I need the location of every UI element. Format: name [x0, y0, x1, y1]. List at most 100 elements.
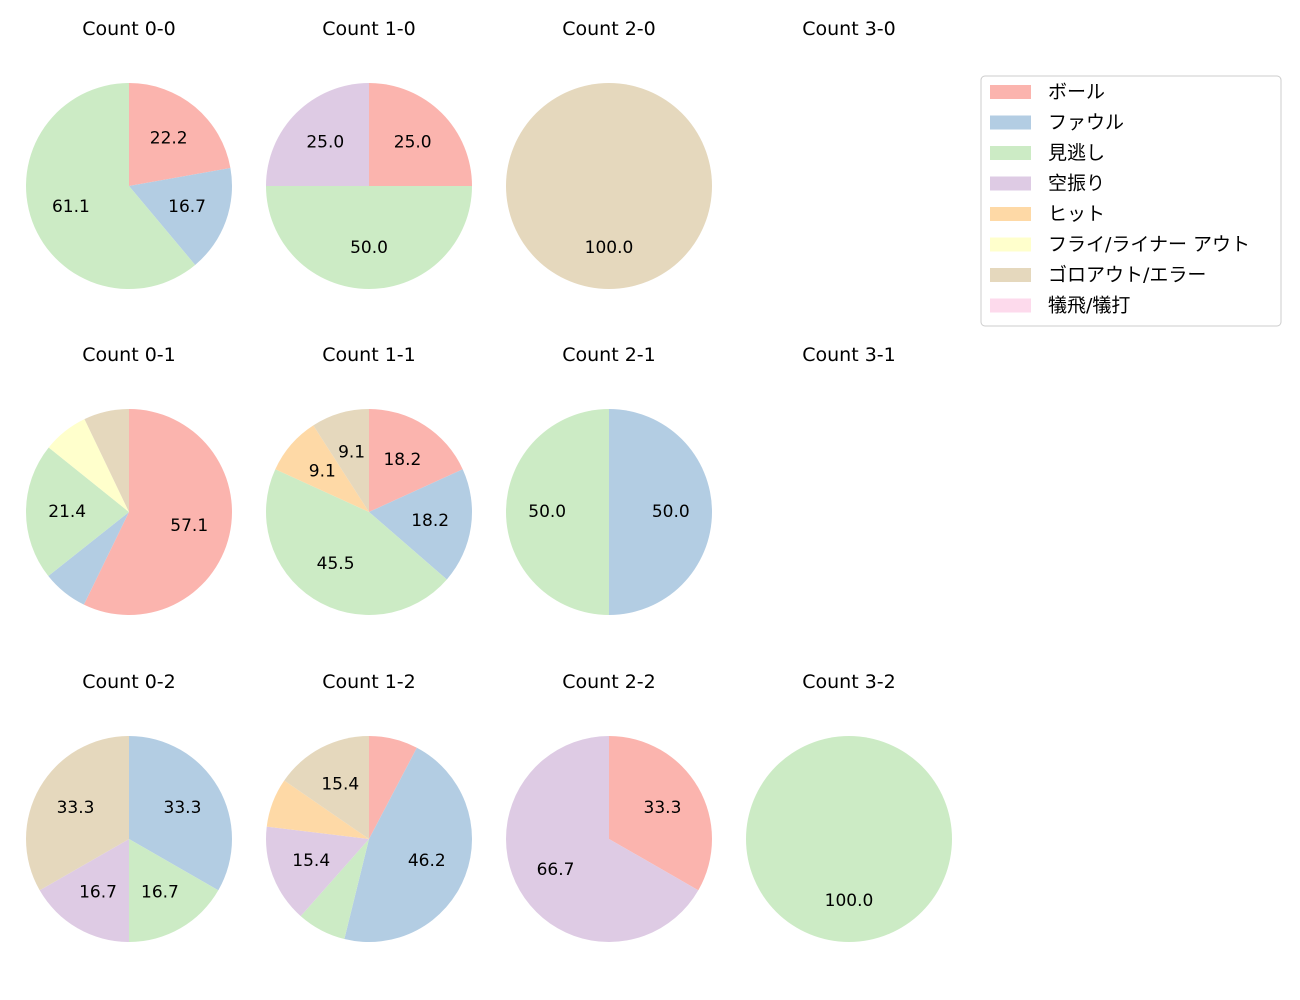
- pie-slice: [609, 409, 712, 615]
- pie-title: Count 1-0: [322, 18, 416, 40]
- legend-label: ファウル: [1048, 112, 1124, 134]
- pie-slice-label: 16.7: [141, 882, 179, 902]
- pie-panel: Count 3-0: [802, 18, 896, 40]
- pie-title: Count 2-0: [562, 18, 656, 40]
- pie-slice-label: 16.7: [168, 197, 206, 217]
- pie-slice-label: 21.4: [48, 502, 86, 522]
- pie-slice: [129, 839, 219, 942]
- pie-slice: [48, 512, 129, 605]
- pie-panel: Count 1-0 25.0 50.0 25.0: [266, 18, 472, 289]
- pie-slice-label: 9.1: [309, 462, 336, 482]
- pie-panel: Count 1-1 18.2 18.2 45.5 9.19.1: [266, 344, 472, 615]
- legend-label: ヒット: [1048, 203, 1105, 225]
- legend-swatch: [990, 176, 1031, 191]
- pie-title: Count 3-1: [802, 344, 896, 366]
- pie-slice-label: 66.7: [537, 860, 575, 880]
- pie-slice: [746, 736, 952, 942]
- pie-slice-label: 57.1: [170, 516, 208, 536]
- pie-panel: Count 0-2 33.3 16.7 16.7 33.3: [26, 671, 232, 942]
- pie-slice: [369, 469, 472, 580]
- pie-title: Count 1-1: [322, 344, 416, 366]
- pie-slice: [48, 419, 130, 512]
- pie-slice-label: 45.5: [317, 554, 355, 574]
- pie-slice: [369, 736, 417, 839]
- pie-slice: [129, 167, 233, 265]
- pie-title: Count 3-2: [802, 671, 896, 693]
- pie-slice: [609, 736, 712, 891]
- pie-slice: [275, 425, 369, 512]
- pie-slice-label: 61.1: [52, 197, 90, 217]
- legend-frame: [980, 75, 1282, 327]
- pie-slice: [39, 839, 129, 942]
- pie-panel: Count 3-1: [802, 344, 896, 366]
- pie-panel: Count 0-1 57.1 21.4: [25, 344, 232, 615]
- pie-slice-label: 15.4: [292, 851, 330, 871]
- legend-label: ボール: [1048, 81, 1105, 103]
- pie-slice: [284, 736, 369, 839]
- pie-slice: [369, 409, 463, 512]
- legend-label: 犠飛/犠打: [1048, 295, 1130, 317]
- pie-slice: [506, 409, 609, 615]
- pie-slice: [300, 839, 369, 940]
- pie-title: Count 0-0: [82, 18, 176, 40]
- pie-slice-label: 25.0: [306, 132, 344, 152]
- legend-label: 空振り: [1048, 173, 1105, 195]
- pie-slice-label: 9.1: [338, 443, 365, 463]
- pie-slice: [25, 83, 196, 289]
- pie-panel: Count 2-2 33.3 66.7: [505, 671, 712, 942]
- pie-slice-label: 46.2: [408, 851, 446, 871]
- pie-slice: [344, 747, 473, 943]
- pie-slice-label: 33.3: [164, 798, 202, 818]
- pie-slice: [265, 826, 369, 917]
- legend-swatch: [990, 237, 1031, 252]
- pie-slice: [505, 736, 699, 942]
- pie-slice: [129, 83, 231, 186]
- legend-swatch: [990, 146, 1031, 160]
- pie-title: Count 0-2: [82, 671, 176, 693]
- pie-slice: [266, 780, 369, 839]
- pie-title: Count 0-1: [82, 344, 176, 366]
- legend-swatch: [990, 207, 1031, 221]
- pie-slice-label: 18.2: [411, 511, 449, 531]
- pie-slice: [266, 469, 447, 615]
- pie-title: Count 2-1: [562, 344, 656, 366]
- pie-slice-label: 22.2: [150, 129, 188, 149]
- pie-slice: [25, 447, 129, 576]
- pie-title: Count 3-0: [802, 18, 896, 40]
- pie-slice: [266, 186, 472, 289]
- pie-title: Count 1-2: [322, 671, 416, 693]
- pie-slice: [313, 409, 369, 512]
- pie-slice: [266, 83, 369, 186]
- pie-slice: [83, 409, 232, 615]
- legend-label: フライ/ライナー アウト: [1048, 234, 1250, 256]
- pie-slice-label: 100.0: [825, 891, 874, 911]
- legend-swatch: [990, 268, 1031, 282]
- pie-slice-label: 33.3: [57, 798, 95, 818]
- pie-slice: [506, 83, 712, 289]
- pie-slice-label: 18.2: [383, 450, 421, 470]
- pie-slice-label: 15.4: [321, 774, 359, 794]
- pie-slice: [84, 409, 129, 512]
- pie-panel: Count 3-2 100.0: [746, 671, 952, 942]
- pie-slice-label: 50.0: [528, 502, 566, 522]
- legend-swatch: [990, 298, 1031, 313]
- pie-panel: Count 2-0 100.0: [506, 18, 712, 289]
- pie-panel: Count 1-2 46.2 15.4 15.4: [265, 671, 473, 943]
- pie-slice-label: 25.0: [394, 132, 432, 152]
- legend-label: ゴロアウト/エラー: [1048, 264, 1206, 286]
- legend-label: 見逃し: [1048, 142, 1105, 164]
- pie-slice-label: 50.0: [350, 238, 388, 258]
- pie-slice: [369, 83, 472, 186]
- pie-panel: Count 0-0 22.2 16.7 61.1: [25, 18, 233, 289]
- legend-swatch: [990, 115, 1031, 130]
- pie-title: Count 2-2: [562, 671, 656, 693]
- pie-slice-label: 16.7: [79, 882, 117, 902]
- pie-slice: [129, 736, 232, 891]
- legend-swatch: [990, 85, 1031, 99]
- pie-slice-label: 33.3: [644, 798, 682, 818]
- pie-slice-label: 50.0: [652, 502, 690, 522]
- pie-panel: Count 2-1 50.0 50.0: [506, 344, 712, 615]
- pie-slice: [26, 736, 130, 891]
